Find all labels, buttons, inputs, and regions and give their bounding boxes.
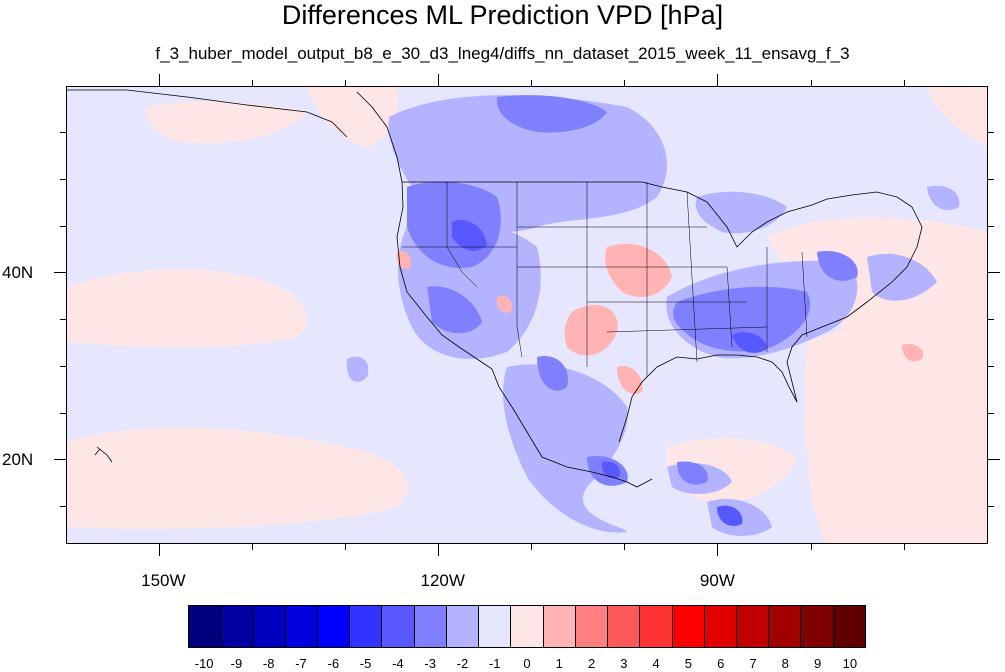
x-tick-mark	[531, 80, 533, 86]
colorbar-tick-label: 9	[813, 656, 822, 671]
x-tick-mark	[344, 80, 346, 86]
y-tick-mark	[60, 178, 66, 180]
colorbar-swatch	[736, 606, 770, 647]
y-tick-mark	[60, 365, 66, 367]
y-tick-mark	[60, 506, 66, 508]
colorbar-swatch	[350, 606, 383, 647]
colorbar-tick-label: 7	[749, 656, 757, 671]
colorbar-tick-label: -8	[262, 656, 275, 671]
colorbar-swatch	[833, 606, 865, 647]
x-tick-mark	[717, 74, 719, 86]
colorbar-tick-label: 10	[842, 656, 858, 671]
colorbar-swatch	[575, 606, 609, 647]
colorbar-swatch	[382, 606, 415, 647]
x-tick-label: 120W	[420, 571, 465, 590]
x-tick-label: 90W	[699, 571, 735, 590]
colorbar	[188, 605, 866, 648]
colorbar-swatch	[640, 606, 673, 647]
y-tick-label: 20N	[2, 449, 34, 469]
strong-negative-regions	[452, 219, 767, 527]
y-tick-label: 40N	[2, 262, 34, 282]
colorbar-swatch	[769, 606, 802, 647]
y-tick-mark	[988, 365, 994, 367]
y-tick-mark	[60, 225, 66, 227]
colorbar-swatch	[479, 606, 512, 647]
positive-difference-regions	[67, 87, 987, 543]
colorbar-swatch	[704, 606, 737, 647]
colorbar-tick-label: -1	[488, 656, 501, 671]
colorbar-swatch	[253, 606, 286, 647]
y-tick-mark	[60, 319, 66, 321]
colorbar-tick-label: 0	[523, 656, 531, 671]
x-tick-mark	[344, 544, 346, 550]
colorbar-swatch	[543, 606, 576, 647]
y-tick-mark	[988, 412, 994, 414]
y-tick-mark	[60, 412, 66, 414]
map-subtitle: f_3_huber_model_output_b8_e_30_d3_lneg4/…	[155, 44, 850, 63]
colorbar-swatch	[801, 606, 834, 647]
x-tick-label: 150W	[141, 571, 186, 590]
x-tick-mark	[810, 80, 812, 86]
colorbar-tick-label: -10	[194, 656, 214, 671]
x-tick-mark	[717, 544, 719, 556]
x-tick-mark	[810, 544, 812, 550]
y-tick-mark	[54, 459, 66, 461]
colorbar-tick-label: 8	[781, 656, 789, 671]
moderate-positive-regions	[396, 243, 924, 395]
y-tick-mark	[988, 178, 994, 180]
x-tick-mark	[158, 544, 160, 556]
x-tick-mark	[438, 74, 440, 86]
colorbar-tick-label: -3	[424, 656, 436, 671]
colorbar-tick-label: -9	[230, 656, 243, 671]
y-tick-mark	[988, 459, 1000, 461]
colorbar-swatch	[317, 606, 351, 647]
y-tick-mark	[988, 225, 994, 227]
x-tick-mark	[903, 544, 905, 550]
map-title: Differences ML Prediction VPD [hPa]	[281, 0, 724, 30]
y-tick-mark	[988, 132, 994, 134]
colorbar-tick-label: 5	[684, 656, 693, 671]
colorbar-swatch	[414, 606, 447, 647]
x-tick-mark	[903, 80, 905, 86]
colorbar-swatch	[285, 606, 318, 647]
y-tick-mark	[54, 272, 66, 274]
vpd-difference-map	[67, 87, 987, 543]
y-tick-mark	[988, 506, 994, 508]
coastline-borders	[67, 89, 923, 488]
x-tick-mark	[438, 544, 440, 556]
y-tick-mark	[60, 132, 66, 134]
colorbar-swatch	[221, 606, 254, 647]
x-tick-mark	[251, 80, 253, 86]
colorbar-swatch	[672, 606, 705, 647]
colorbar-tick-label: 1	[555, 656, 563, 671]
x-tick-mark	[158, 74, 160, 86]
colorbar-tick-label: 3	[620, 656, 628, 671]
colorbar-tick-label: -7	[295, 656, 307, 671]
colorbar-swatch	[189, 606, 222, 647]
colorbar-tick-label: 2	[587, 656, 596, 671]
x-tick-mark	[531, 544, 533, 550]
map-panel	[66, 86, 988, 544]
colorbar-tick-label: 4	[652, 656, 660, 671]
colorbar-tick-label: -4	[392, 656, 404, 671]
colorbar-swatch	[446, 606, 480, 647]
colorbar-swatch	[511, 606, 544, 647]
colorbar-tick-label: -5	[359, 656, 372, 671]
colorbar-tick-label: 6	[717, 656, 725, 671]
state-borders	[402, 182, 808, 377]
colorbar-tick-label: -6	[327, 656, 340, 671]
y-tick-mark	[988, 272, 1000, 274]
x-tick-mark	[624, 544, 626, 550]
y-tick-mark	[988, 319, 994, 321]
x-tick-mark	[251, 544, 253, 550]
colorbar-swatch	[608, 606, 641, 647]
colorbar-tick-label: -2	[456, 656, 469, 671]
x-tick-mark	[624, 80, 626, 86]
